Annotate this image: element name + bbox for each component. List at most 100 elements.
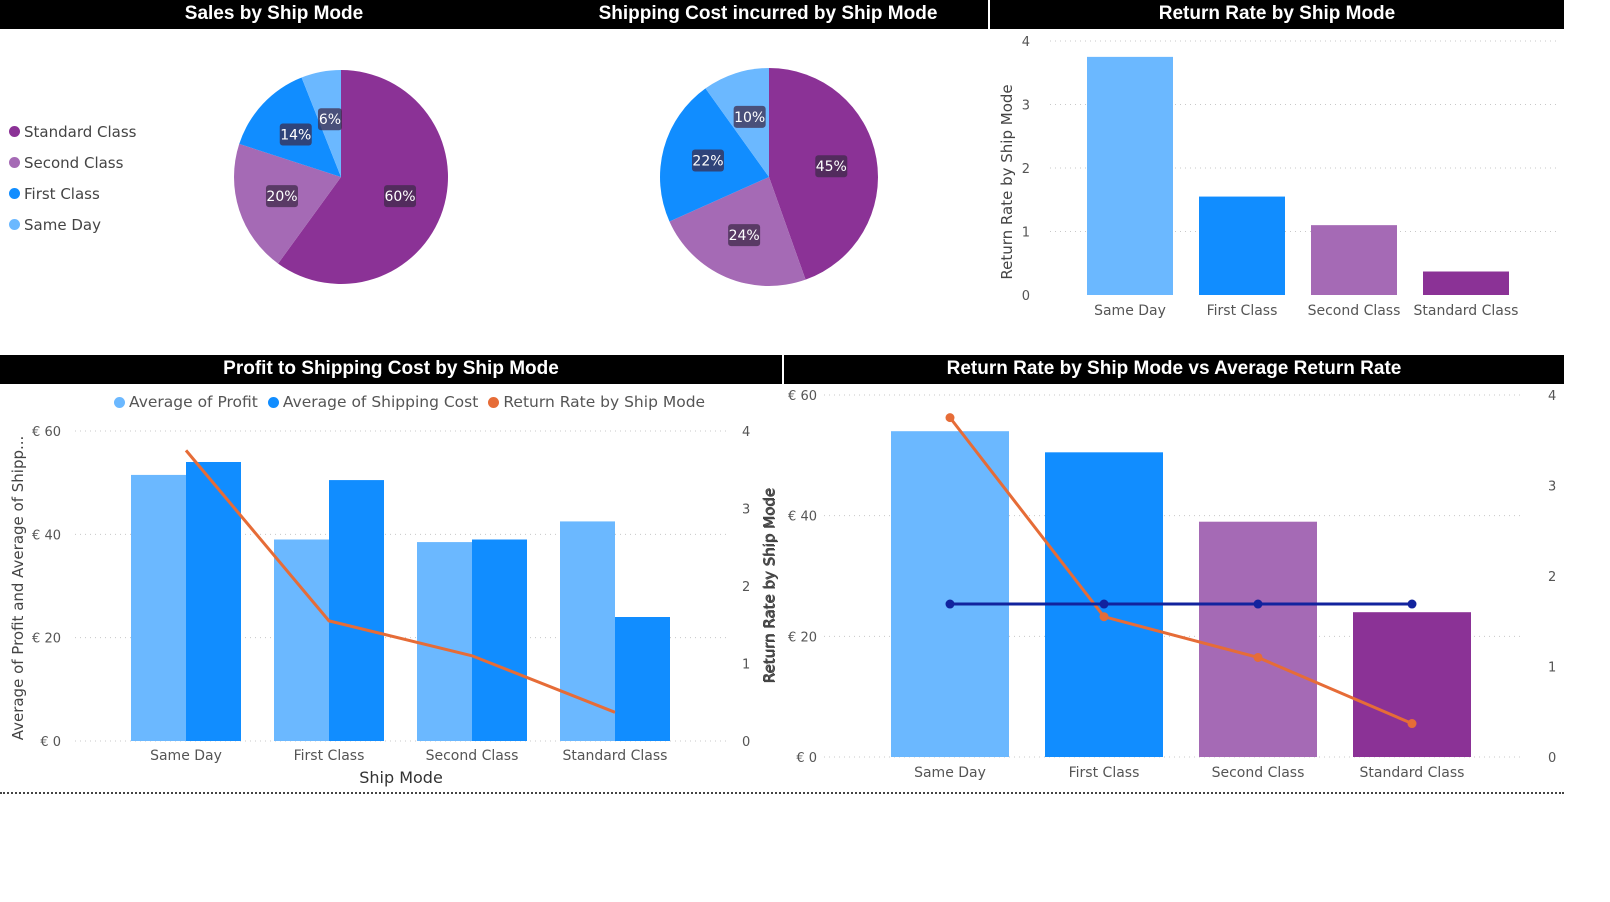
line-return-rate-by-ship-mode[interactable] xyxy=(184,449,616,714)
bar-average-of-profit-standard-class[interactable] xyxy=(560,521,615,741)
legend-dot-icon xyxy=(9,157,20,168)
bar-second-class[interactable] xyxy=(1311,225,1397,295)
data-label-bg xyxy=(728,224,761,247)
x-tick-label: Same Day xyxy=(1094,303,1166,319)
bar-average-of-profit-same-day[interactable] xyxy=(131,474,186,741)
sales-pie-chart[interactable]: 60% 20% 14% 6% xyxy=(0,0,548,353)
legend-dot-icon xyxy=(9,219,20,230)
legend-label: Second Class xyxy=(24,153,124,172)
y-tick-label: 1 xyxy=(1022,226,1030,241)
x-tick-label: Standard Class xyxy=(1360,765,1465,781)
y-tick-label: € 0 xyxy=(40,735,61,750)
shipping-cost-pie-chart[interactable]: 45% 24% 22% 10% xyxy=(548,0,988,353)
x-tick-label: Same Day xyxy=(914,765,986,781)
x-tick-label: Second Class xyxy=(1212,765,1305,781)
legend-label: Same Day xyxy=(24,215,101,234)
bar-same-day[interactable] xyxy=(891,431,1009,757)
combo-legend[interactable]: Average of Profit Average of Shipping Cos… xyxy=(114,393,705,411)
bar-second-class[interactable] xyxy=(1199,521,1317,757)
x-tick-label: First Class xyxy=(1207,303,1278,319)
legend-item-average-of-profit[interactable]: Average of Profit xyxy=(114,393,258,411)
panel-return-rate-by-ship-mode: Return Rate by Ship Mode 0 1 2 3 4 Same Day Fi… xyxy=(990,0,1564,353)
y-tick-label: € 20 xyxy=(788,630,817,645)
y2-tick-label: 4 xyxy=(1548,389,1556,404)
data-label-second-class: 20% xyxy=(266,189,297,205)
pie-legend[interactable]: Standard Class Second Class First Class Sam… xyxy=(9,116,136,240)
y-tick-label: € 0 xyxy=(796,751,817,766)
panel-title: Shipping Cost incurred by Ship Mode xyxy=(548,0,988,29)
data-label-same-day: 10% xyxy=(734,110,765,126)
legend-dot-icon xyxy=(9,126,20,137)
y2-tick-label: 0 xyxy=(1548,751,1556,766)
data-label-first-class: 22% xyxy=(692,153,723,169)
y2-tick-label: 4 xyxy=(742,425,750,440)
data-label-second-class: 24% xyxy=(729,228,760,244)
legend-label: Standard Class xyxy=(24,122,137,141)
panel-sales-by-ship-mode: Sales by Ship Mode Standard Class Second … xyxy=(0,0,548,353)
bar-average-of-profit-first-class[interactable] xyxy=(274,539,329,742)
data-label-bg xyxy=(279,123,312,146)
bar-same-day[interactable] xyxy=(1087,56,1173,295)
y-tick-label: 2 xyxy=(1022,162,1030,177)
bar-average-of-shipping-cost-same-day[interactable] xyxy=(186,462,241,741)
data-label-standard-class: 60% xyxy=(384,189,415,205)
bar-standard-class[interactable] xyxy=(1353,612,1471,757)
bar-average-of-shipping-cost-standard-class[interactable] xyxy=(615,617,670,741)
return-rate-point-standard-class[interactable] xyxy=(1407,719,1417,729)
return-rate-point-second-class[interactable] xyxy=(1253,652,1263,662)
y2-tick-label: 2 xyxy=(742,580,750,595)
return-rate-vs-average-chart[interactable]: € 0 € 20 € 40 € 60 0 1 2 3 4 Same Day First Class S… xyxy=(761,355,1564,791)
legend-dot-icon xyxy=(488,396,500,408)
y-tick-label: 3 xyxy=(1022,99,1030,114)
return-rate-bar-chart[interactable]: 0 1 2 3 4 Same Day First Class Second Class Stan… xyxy=(990,0,1564,353)
legend-item-average-of-shipping-cost[interactable]: Average of Shipping Cost xyxy=(267,393,478,411)
x-tick-label: Second Class xyxy=(426,748,519,764)
average-point-first-class[interactable] xyxy=(1099,599,1109,609)
legend-dot-icon xyxy=(9,188,20,199)
data-label-bg xyxy=(815,155,848,178)
y2-tick-label: 1 xyxy=(742,658,750,673)
legend-label: Return Rate by Ship Mode xyxy=(503,393,706,411)
legend-item-first-class[interactable]: First Class xyxy=(9,178,136,209)
average-point-standard-class[interactable] xyxy=(1407,599,1417,609)
x-tick-label: First Class xyxy=(294,748,365,764)
bar-average-of-profit-second-class[interactable] xyxy=(417,542,472,741)
legend-label: First Class xyxy=(24,184,100,203)
legend-item-return-rate-by-ship-mode[interactable]: Return Rate by Ship Mode xyxy=(488,393,705,411)
y-tick-label: € 40 xyxy=(32,528,61,543)
legend-dot-icon xyxy=(114,396,125,408)
return-rate-point-same-day[interactable] xyxy=(945,413,955,423)
bar-first-class[interactable] xyxy=(1199,196,1285,295)
legend-item-standard-class[interactable]: Standard Class xyxy=(9,116,136,147)
y-tick-label: € 60 xyxy=(32,425,61,440)
x-tick-label: Same Day xyxy=(150,748,222,764)
y2-axis-label: Return Rate by Ship Mode xyxy=(760,487,778,682)
y-tick-label: € 20 xyxy=(32,632,61,647)
data-label-bg xyxy=(733,105,766,128)
panel-return-rate-vs-average: Return Rate by Ship Mode vs Average Retu… xyxy=(761,355,1564,791)
data-label-standard-class: 45% xyxy=(816,159,847,175)
pie-slice-standard-class[interactable] xyxy=(278,70,448,284)
return-rate-line[interactable] xyxy=(948,416,1413,725)
y2-tick-label: 2 xyxy=(1548,570,1556,585)
x-tick-label: Standard Class xyxy=(1414,303,1519,319)
y-tick-label: € 40 xyxy=(788,510,817,525)
panel-title: Return Rate by Ship Mode vs Average Retu… xyxy=(784,355,1564,384)
data-label-bg xyxy=(384,185,417,208)
y-axis-label: Return Rate by Ship Mode xyxy=(998,84,1016,279)
y-axis-label: Average of Profit and Average of Shipp..… xyxy=(9,436,27,741)
bar-standard-class[interactable] xyxy=(1423,271,1509,295)
panel-profit-to-shipping-cost: Profit to Shipping Cost by Ship Mode Ave… xyxy=(0,355,782,791)
legend-item-second-class[interactable]: Second Class xyxy=(9,147,136,178)
legend-item-same-day[interactable]: Same Day xyxy=(9,209,136,240)
bar-average-of-shipping-cost-first-class[interactable] xyxy=(329,480,384,741)
average-point-second-class[interactable] xyxy=(1253,599,1263,609)
profit-shipping-combo-chart[interactable]: € 0 € 20 € 40 € 60 0 1 2 3 4 Same Day First Class S… xyxy=(0,355,782,791)
return-rate-point-first-class[interactable] xyxy=(1099,612,1109,622)
panel-title: Return Rate by Ship Mode xyxy=(990,0,1564,29)
x-tick-label: Second Class xyxy=(1308,303,1401,319)
average-point-same-day[interactable] xyxy=(945,599,955,609)
y-tick-label: 4 xyxy=(1022,35,1030,50)
bar-average-of-shipping-cost-second-class[interactable] xyxy=(472,539,527,742)
panel-title: Sales by Ship Mode xyxy=(0,0,548,29)
